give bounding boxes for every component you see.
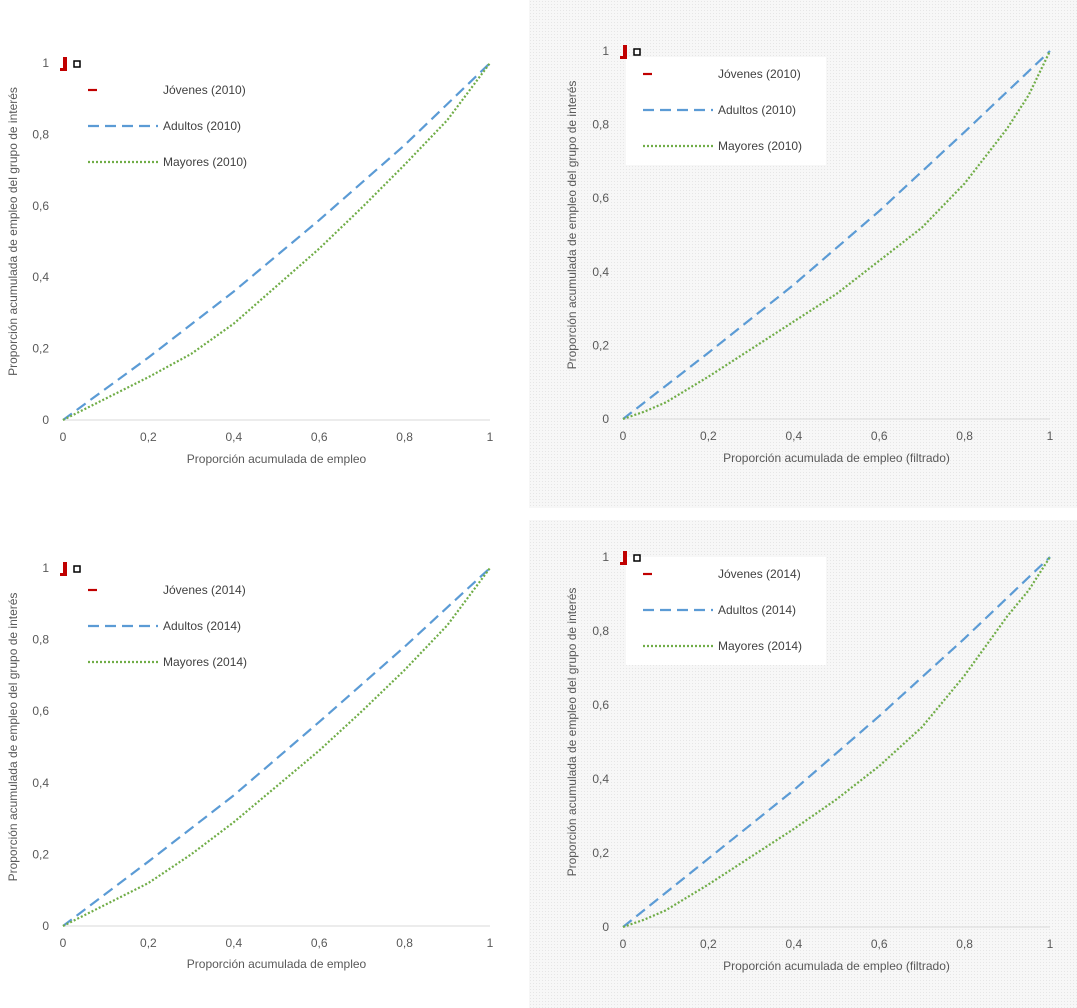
- y-tick-label: 0,6: [592, 698, 609, 712]
- y-tick-label: 0,2: [32, 847, 49, 861]
- red-bar-with-square-icon: [60, 57, 81, 71]
- x-tick-label: 0,6: [311, 936, 328, 950]
- x-tick-label: 0,6: [871, 937, 888, 951]
- chart-panel-top-right: 0 0,2 0,4 0,6 0,8 1 0 0,2 0,4 0,6 0,8 1 Proporción a…: [529, 0, 1077, 508]
- x-tick-label: 0,4: [785, 429, 802, 443]
- y-tick-label: 0: [42, 413, 49, 427]
- series-line-adultos: [62, 567, 491, 927]
- x-tick-label: 0,8: [956, 429, 973, 443]
- legend-label: Adultos (2010): [163, 119, 241, 133]
- y-tick-label: 0,4: [32, 776, 49, 790]
- series-line-mayores: [622, 50, 1051, 421]
- y-tick-label: 0,6: [592, 191, 609, 205]
- x-tick-label: 1: [1047, 429, 1054, 443]
- legend-label: Jóvenes (2010): [163, 83, 246, 97]
- y-tick-label: 0: [42, 919, 49, 933]
- y-tick-label: 0: [602, 920, 609, 934]
- y-axis-title: Proporción acumulada de empleo del grupo…: [6, 593, 20, 882]
- series-line-adultos: [622, 556, 1051, 928]
- red-bar-with-square-icon: [620, 45, 641, 59]
- y-tick-label: 1: [42, 56, 49, 70]
- y-tick-label: 1: [602, 44, 609, 58]
- series-line-mayores: [622, 556, 1051, 929]
- red-bar-with-square-icon: [60, 562, 81, 576]
- chart-svg: 0 0,2 0,4 0,6 0,8 1 0 0,2 0,4 0,6 0,8 1 Proporción a…: [6, 56, 494, 466]
- y-tick-label: 1: [602, 550, 609, 564]
- x-tick-label: 0,4: [225, 936, 242, 950]
- y-axis-title: Proporción acumulada de empleo del grupo…: [565, 588, 579, 877]
- x-tick-label: 1: [487, 430, 494, 444]
- y-axis-title: Proporción acumulada de empleo del grupo…: [6, 87, 20, 376]
- x-tick-label: 0,2: [700, 937, 717, 951]
- series-line-mayores: [62, 567, 491, 927]
- legend-label: Adultos (2014): [163, 619, 241, 633]
- series-line-adultos: [622, 50, 1051, 420]
- x-tick-label: 0,2: [700, 429, 717, 443]
- y-tick-label: 0,4: [32, 270, 49, 284]
- y-tick-label: 0,2: [592, 338, 609, 352]
- x-tick-label: 0,8: [956, 937, 973, 951]
- y-tick-label: 0,8: [32, 633, 49, 647]
- series-line-adultos: [62, 62, 491, 421]
- x-tick-label: 0,2: [140, 936, 157, 950]
- x-tick-label: 0,8: [396, 430, 413, 444]
- x-tick-label: 0: [620, 937, 627, 951]
- y-tick-label: 0,8: [592, 118, 609, 132]
- x-tick-label: 0: [60, 936, 67, 950]
- series-line-mayores: [62, 62, 491, 421]
- legend-label: Mayores (2014): [163, 655, 247, 669]
- legend: Jóvenes (2014) Adultos (2014) Mayores (201…: [626, 557, 826, 665]
- legend: Jóvenes (2010) Adultos (2010) Mayores (201…: [88, 83, 247, 169]
- legend-label: Jóvenes (2010): [718, 67, 801, 81]
- x-axis-title: Proporción acumulada de empleo: [187, 452, 367, 466]
- chart-panel-top-left: 0 0,2 0,4 0,6 0,8 1 0 0,2 0,4 0,6 0,8 1 Proporción a…: [0, 0, 528, 508]
- y-axis-title: Proporción acumulada de empleo del grupo…: [565, 81, 579, 370]
- legend-label: Mayores (2010): [163, 155, 247, 169]
- y-tick-label: 0,4: [592, 772, 609, 786]
- x-tick-label: 1: [487, 936, 494, 950]
- y-tick-label: 0,2: [32, 342, 49, 356]
- y-tick-label: 1: [42, 561, 49, 575]
- y-tick-label: 0,2: [592, 846, 609, 860]
- x-tick-label: 0,4: [225, 430, 242, 444]
- chart-svg: 0 0,2 0,4 0,6 0,8 1 0 0,2 0,4 0,6 0,8 1 Proporción a…: [6, 561, 494, 971]
- y-tick-label: 0,6: [32, 704, 49, 718]
- x-tick-label: 0,2: [140, 430, 157, 444]
- chart-svg: 0 0,2 0,4 0,6 0,8 1 0 0,2 0,4 0,6 0,8 1 Proporción a…: [565, 44, 1054, 465]
- legend-label: Adultos (2010): [718, 103, 796, 117]
- y-tick-label: 0: [602, 412, 609, 426]
- legend-label: Jóvenes (2014): [163, 583, 246, 597]
- x-tick-label: 0,6: [311, 430, 328, 444]
- x-tick-label: 0,8: [396, 936, 413, 950]
- y-tick-label: 0,4: [592, 265, 609, 279]
- x-axis-title: Proporción acumulada de empleo (filtrado…: [723, 451, 950, 465]
- x-tick-label: 0: [60, 430, 67, 444]
- legend: Jóvenes (2010) Adultos (2010) Mayores (201…: [626, 57, 826, 165]
- x-axis-title: Proporción acumulada de empleo: [187, 957, 367, 971]
- x-tick-label: 0,4: [785, 937, 802, 951]
- legend-label: Jóvenes (2014): [718, 567, 801, 581]
- legend-label: Adultos (2014): [718, 603, 796, 617]
- chart-panel-bottom-right: 0 0,2 0,4 0,6 0,8 1 0 0,2 0,4 0,6 0,8 1 Proporción a…: [529, 520, 1077, 1008]
- x-tick-label: 1: [1047, 937, 1054, 951]
- y-tick-label: 0,6: [32, 199, 49, 213]
- legend: Jóvenes (2014) Adultos (2014) Mayores (201…: [88, 583, 247, 669]
- x-tick-label: 0,6: [871, 429, 888, 443]
- y-tick-label: 0,8: [32, 127, 49, 141]
- y-tick-label: 0,8: [592, 624, 609, 638]
- legend-label: Mayores (2014): [718, 639, 802, 653]
- x-tick-label: 0: [620, 429, 627, 443]
- x-axis-title: Proporción acumulada de empleo (filtrado…: [723, 959, 950, 973]
- chart-panel-bottom-left: 0 0,2 0,4 0,6 0,8 1 0 0,2 0,4 0,6 0,8 1 Proporción a…: [0, 508, 528, 1008]
- red-bar-with-square-icon: [620, 551, 641, 565]
- chart-svg: 0 0,2 0,4 0,6 0,8 1 0 0,2 0,4 0,6 0,8 1 Proporción a…: [565, 550, 1054, 973]
- legend-label: Mayores (2010): [718, 139, 802, 153]
